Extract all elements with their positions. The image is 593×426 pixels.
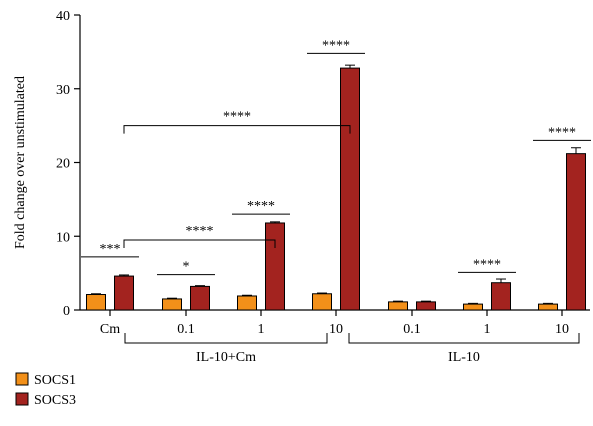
bar-socs1 [313,294,332,310]
bar-socs1 [389,302,408,310]
group-label: IL-10 [448,350,480,365]
y-tick-label: 20 [56,157,70,172]
significance-label: **** [186,224,214,239]
group-bracket [125,333,327,343]
x-tick-label: 1 [258,322,265,337]
x-tick-label: 0.1 [177,322,195,337]
significance-label: **** [473,257,501,272]
x-tick-label: Cm [100,322,120,337]
bar-socs1 [539,304,558,310]
x-tick-label: 10 [555,322,569,337]
bar-socs1 [163,299,182,310]
group-label: IL-10+Cm [196,350,256,365]
significance-label: *** [100,242,121,257]
x-tick-label: 0.1 [403,322,421,337]
bar-socs3 [417,302,436,310]
bar-socs3 [191,286,210,310]
group-bracket [349,333,579,343]
significance-label: * [183,260,190,275]
group-brackets: IL-10+Cm IL-10 [125,333,579,365]
x-tick-label: 1 [484,322,491,337]
bar-socs3 [492,283,511,310]
bar-socs3 [266,223,285,310]
significance-annotations: **************************** [81,38,591,274]
bar-socs3 [115,276,134,310]
significance-label: **** [548,125,576,140]
bar-socs1 [464,304,483,310]
y-tick-label: 10 [56,230,70,245]
significance-label: **** [247,199,275,214]
significance-label: **** [223,110,251,125]
legend-label: SOCS3 [34,393,76,408]
legend-label: SOCS1 [34,373,76,388]
y-tick-label: 0 [63,304,70,319]
comparison-bracket [124,240,275,248]
legend: SOCS1 SOCS3 [16,373,76,408]
x-tick-label: 10 [329,322,343,337]
legend-swatch [16,373,28,385]
bar-socs3 [341,68,360,310]
legend-swatch [16,393,28,405]
significance-label: **** [322,38,350,53]
bar-socs3 [567,154,586,310]
y-tick-label: 40 [56,9,70,24]
y-axis-label: Fold change over unstimulated [13,76,28,249]
bars [87,65,586,310]
comparison-bracket [124,126,350,134]
bar-socs1 [87,295,106,310]
bar-socs1 [238,296,257,310]
y-tick-label: 30 [56,83,70,98]
